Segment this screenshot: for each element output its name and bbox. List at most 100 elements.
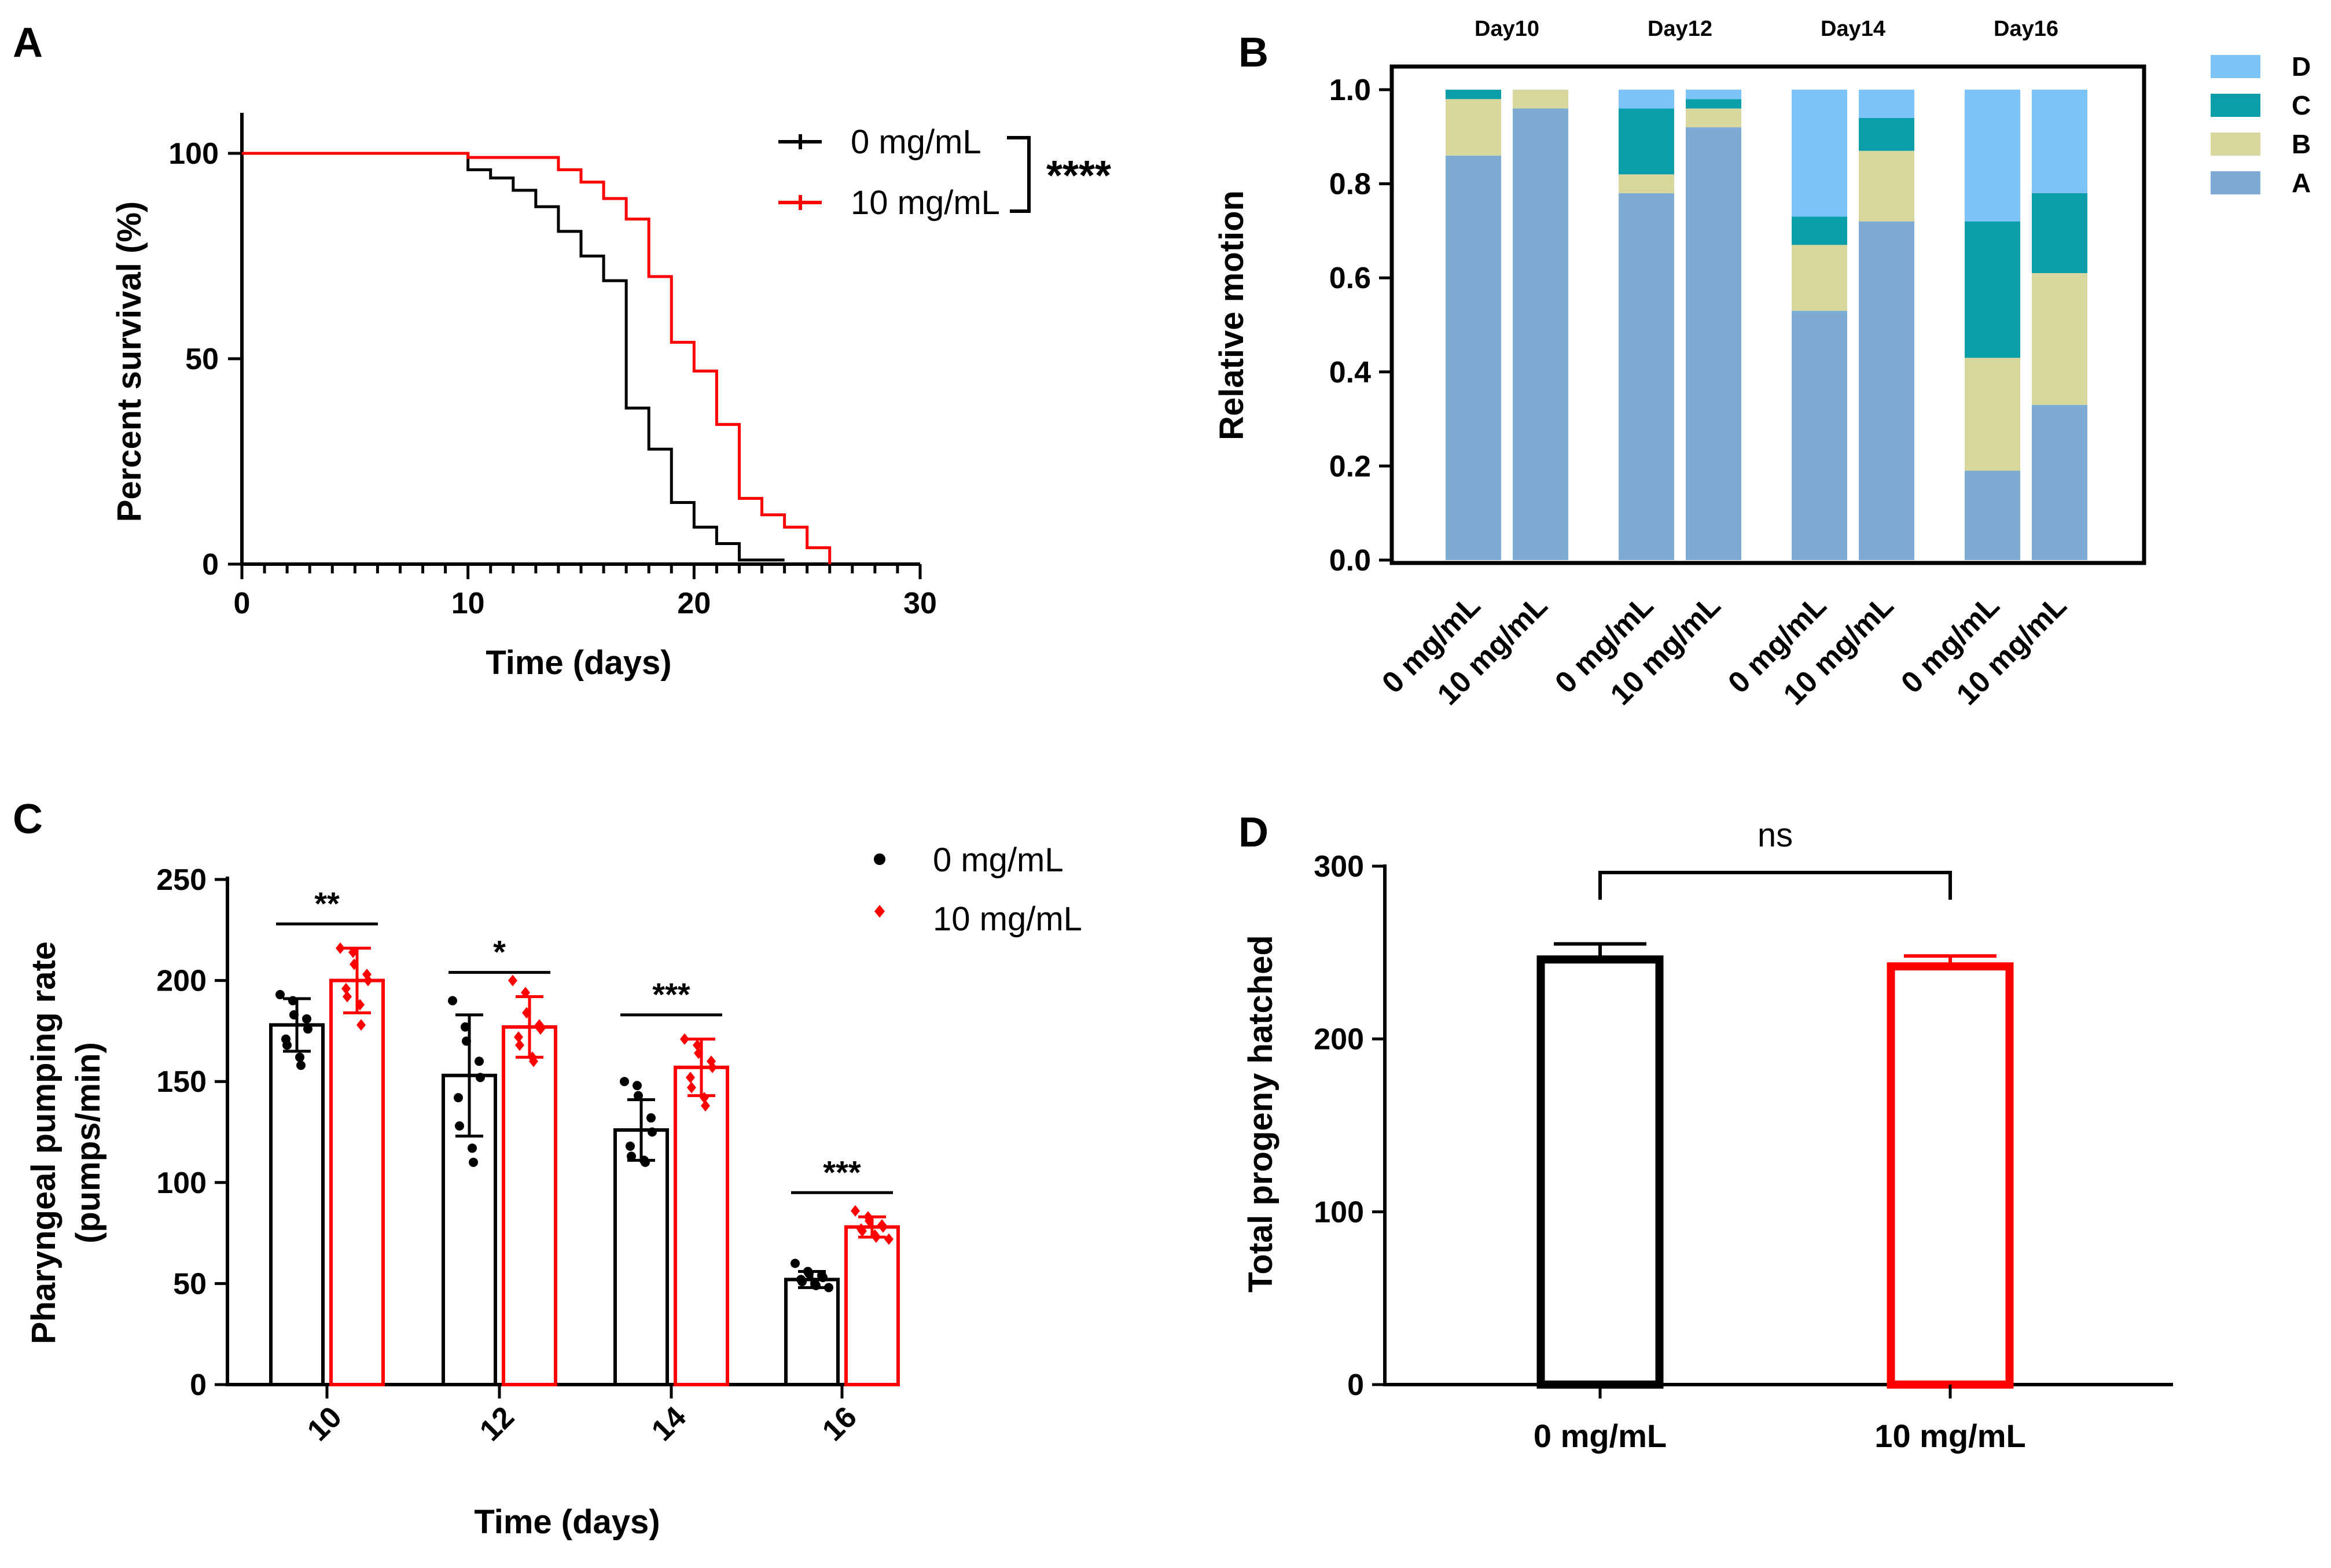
y-tick-label: 0 <box>190 1368 207 1402</box>
data-point-control <box>627 1151 636 1161</box>
data-point-control <box>804 1268 814 1278</box>
y-tick-label: 0.6 <box>1329 262 1371 295</box>
group-label-Day12: Day12 <box>1648 17 1712 41</box>
bar-segment-B <box>1686 108 1741 128</box>
bar-segment-B <box>2032 273 2087 405</box>
data-point-treated <box>680 1033 689 1045</box>
panel-b-label: B <box>1238 30 1269 76</box>
data-point-treated <box>851 1205 860 1217</box>
y-tick-label: 50 <box>185 343 219 376</box>
data-point-treated <box>700 1092 709 1104</box>
data-point-treated <box>336 942 345 954</box>
data-point-treated <box>522 1007 531 1019</box>
panel-c-ylabel-line2: (pumps/min) <box>69 1042 107 1243</box>
bar-segment-C <box>2032 193 2087 274</box>
bar-segment-A <box>1965 470 2020 560</box>
legend-label-control: 0 mg/mL <box>851 123 981 161</box>
y-tick-label: 300 <box>1314 850 1364 884</box>
panel-c: C 0 50 100 150 200 250 10 ** 12 * 14 *** 16 *** Time … <box>13 796 1082 1541</box>
panel-c-label: C <box>13 796 43 842</box>
data-point-control <box>641 1157 650 1167</box>
data-point-treated <box>693 1039 702 1051</box>
data-point-control <box>811 1280 821 1290</box>
bar-treated <box>674 1065 729 1386</box>
y-tick-label: 0.4 <box>1329 356 1371 389</box>
data-point-treated <box>865 1215 874 1227</box>
data-point-treated <box>858 1225 867 1237</box>
data-point-control <box>455 1121 464 1131</box>
data-point-control <box>469 1157 478 1167</box>
legend-label-D: D <box>2292 51 2311 82</box>
data-point-control <box>295 1052 304 1062</box>
panel-b-frame <box>1389 64 2146 565</box>
data-point-treated <box>687 1081 696 1094</box>
legend-label-treated: 10 mg/mL <box>851 184 1000 222</box>
data-point-control <box>275 990 285 1000</box>
data-point-control <box>296 1061 306 1070</box>
legend-swatch-B <box>2211 132 2260 156</box>
bar-control <box>784 1278 840 1387</box>
bar-segment-A <box>1686 127 1741 561</box>
data-point-treated <box>355 999 365 1011</box>
x-tick-label: 14 <box>645 1400 693 1448</box>
legend-label-B: B <box>2292 129 2311 159</box>
x-tick-label: 10 <box>451 587 485 620</box>
panel-b-ylabel: Relative motion <box>1213 190 1251 440</box>
x-tick-label: 10 <box>301 1400 348 1448</box>
data-point-control <box>476 1073 485 1083</box>
data-point-control <box>282 1040 292 1050</box>
group-label-Day14: Day14 <box>1821 17 1885 41</box>
bar-segment-A <box>1513 108 1568 560</box>
y-tick-label: 0.8 <box>1329 168 1371 201</box>
significance-label: ns <box>1758 816 1793 854</box>
panel-c-legend: 0 mg/mL 10 mg/mL <box>874 841 1082 938</box>
bar-segment-B <box>1792 245 1847 311</box>
legend-marker-control <box>874 853 885 865</box>
survival-curve-treated <box>242 152 832 564</box>
bar-treated <box>844 1225 900 1387</box>
significance-marker: ** <box>314 885 340 922</box>
data-point-control <box>646 1113 656 1123</box>
panel-a-legend: 0 mg/mL 10 mg/mL **** <box>778 123 1111 222</box>
x-category-label: 10 mg/mL <box>1874 1418 2025 1454</box>
panel-d: D 0 100 200 300 0 mg/mL 10 mg/mL ns Total prog… <box>1238 809 2173 1454</box>
data-point-control <box>475 1057 484 1066</box>
data-point-control <box>648 1127 657 1137</box>
bar-segment-B <box>1965 358 2020 471</box>
bar-segment-C <box>1686 99 1741 109</box>
bar-segment-D <box>1965 90 2020 222</box>
data-point-control <box>289 1010 299 1019</box>
bar-segment-A <box>1859 221 1914 560</box>
significance-marker: *** <box>823 1154 861 1190</box>
data-point-control <box>468 1143 477 1153</box>
significance-marker: *** <box>652 976 690 1013</box>
x-tick-label: 20 <box>677 587 711 620</box>
group-label-Day10: Day10 <box>1475 17 1539 41</box>
significance-bracket <box>1598 871 1952 900</box>
significance-marker: * <box>493 934 506 970</box>
y-tick-label: 100 <box>156 1166 207 1200</box>
y-tick-label: 0.2 <box>1329 450 1371 483</box>
panel-a-significance: **** <box>1046 153 1111 199</box>
y-tick-label: 0.0 <box>1329 544 1371 577</box>
y-tick-label: 0 <box>1347 1368 1364 1402</box>
data-point-control <box>824 1283 833 1293</box>
data-point-treated <box>508 974 517 987</box>
x-category-label: 0 mg/mL <box>1534 1418 1667 1454</box>
survival-curve-control <box>242 152 785 562</box>
data-point-control <box>633 1081 642 1091</box>
panel-c-ylabel-line1: Pharyngeal pumping rate <box>25 941 62 1344</box>
legend-swatch-A <box>2211 171 2260 194</box>
data-point-treated <box>356 1019 366 1031</box>
bar-segment-D <box>1859 90 1914 118</box>
panel-c-xlabel: Time (days) <box>474 1503 660 1541</box>
bar-control <box>1536 955 1664 1389</box>
y-tick-label: 50 <box>173 1267 207 1301</box>
legend-label-A: A <box>2292 168 2311 198</box>
x-tick-label: 30 <box>903 587 937 620</box>
legend-swatch-D <box>2211 55 2260 78</box>
legend-marker-treated <box>874 905 885 918</box>
y-tick-label: 200 <box>156 965 207 998</box>
